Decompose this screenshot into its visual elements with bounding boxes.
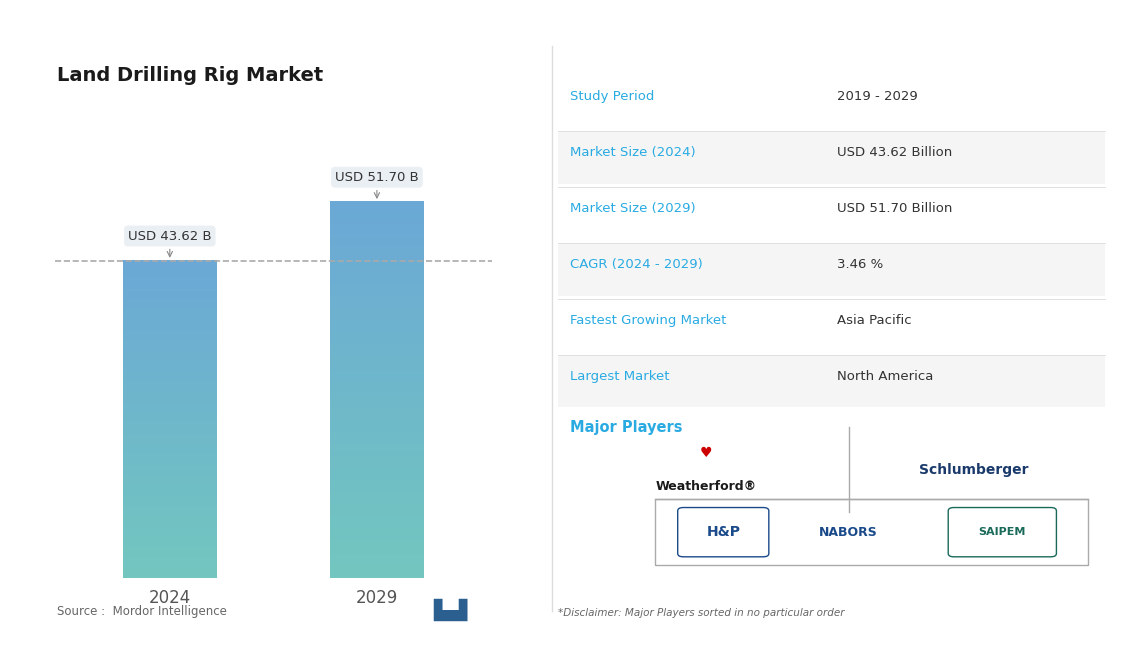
Text: USD 43.62 Billion: USD 43.62 Billion: [837, 147, 952, 159]
Text: Market Size (2024): Market Size (2024): [570, 147, 695, 159]
Text: Source :  Mordor Intelligence: Source : Mordor Intelligence: [57, 604, 227, 618]
FancyBboxPatch shape: [558, 243, 1105, 296]
Text: Weatherford®: Weatherford®: [656, 480, 756, 493]
Text: North America: North America: [837, 370, 934, 382]
Text: Study Period: Study Period: [570, 91, 654, 103]
Text: USD 51.70 Billion: USD 51.70 Billion: [837, 202, 952, 215]
FancyBboxPatch shape: [948, 508, 1056, 557]
Text: Market Size (2029): Market Size (2029): [570, 202, 695, 215]
Text: CAGR (2024 - 2029): CAGR (2024 - 2029): [570, 258, 703, 271]
Text: CAGR: CAGR: [57, 151, 105, 165]
Text: USD 43.62 B: USD 43.62 B: [128, 229, 212, 257]
Text: Asia Pacific: Asia Pacific: [837, 314, 912, 327]
Text: NABORS: NABORS: [819, 526, 878, 539]
FancyBboxPatch shape: [558, 355, 1105, 407]
Text: Market Size in USD Billion: Market Size in USD Billion: [57, 112, 236, 125]
Text: Land Drilling Rig Market: Land Drilling Rig Market: [57, 66, 323, 85]
Text: Major Players: Major Players: [570, 420, 682, 436]
Text: ▙▟: ▙▟: [433, 599, 467, 621]
Text: Schlumberger: Schlumberger: [919, 463, 1029, 477]
Text: SAIPEM: SAIPEM: [978, 527, 1026, 537]
Text: 3.46 %: 3.46 %: [837, 258, 884, 271]
Text: Fastest Growing Market: Fastest Growing Market: [570, 314, 726, 327]
Text: Largest Market: Largest Market: [570, 370, 669, 382]
Text: H&P: H&P: [706, 525, 740, 539]
Text: 2019 - 2029: 2019 - 2029: [837, 91, 918, 103]
Text: *Disclaimer: Major Players sorted in no particular order: *Disclaimer: Major Players sorted in no …: [558, 608, 845, 618]
Text: USD 51.70 B: USD 51.70 B: [335, 171, 419, 198]
FancyBboxPatch shape: [558, 131, 1105, 184]
Text: 3.46%: 3.46%: [120, 151, 167, 165]
FancyBboxPatch shape: [678, 508, 769, 557]
FancyBboxPatch shape: [655, 499, 1088, 565]
Text: ♥: ♥: [700, 446, 712, 460]
